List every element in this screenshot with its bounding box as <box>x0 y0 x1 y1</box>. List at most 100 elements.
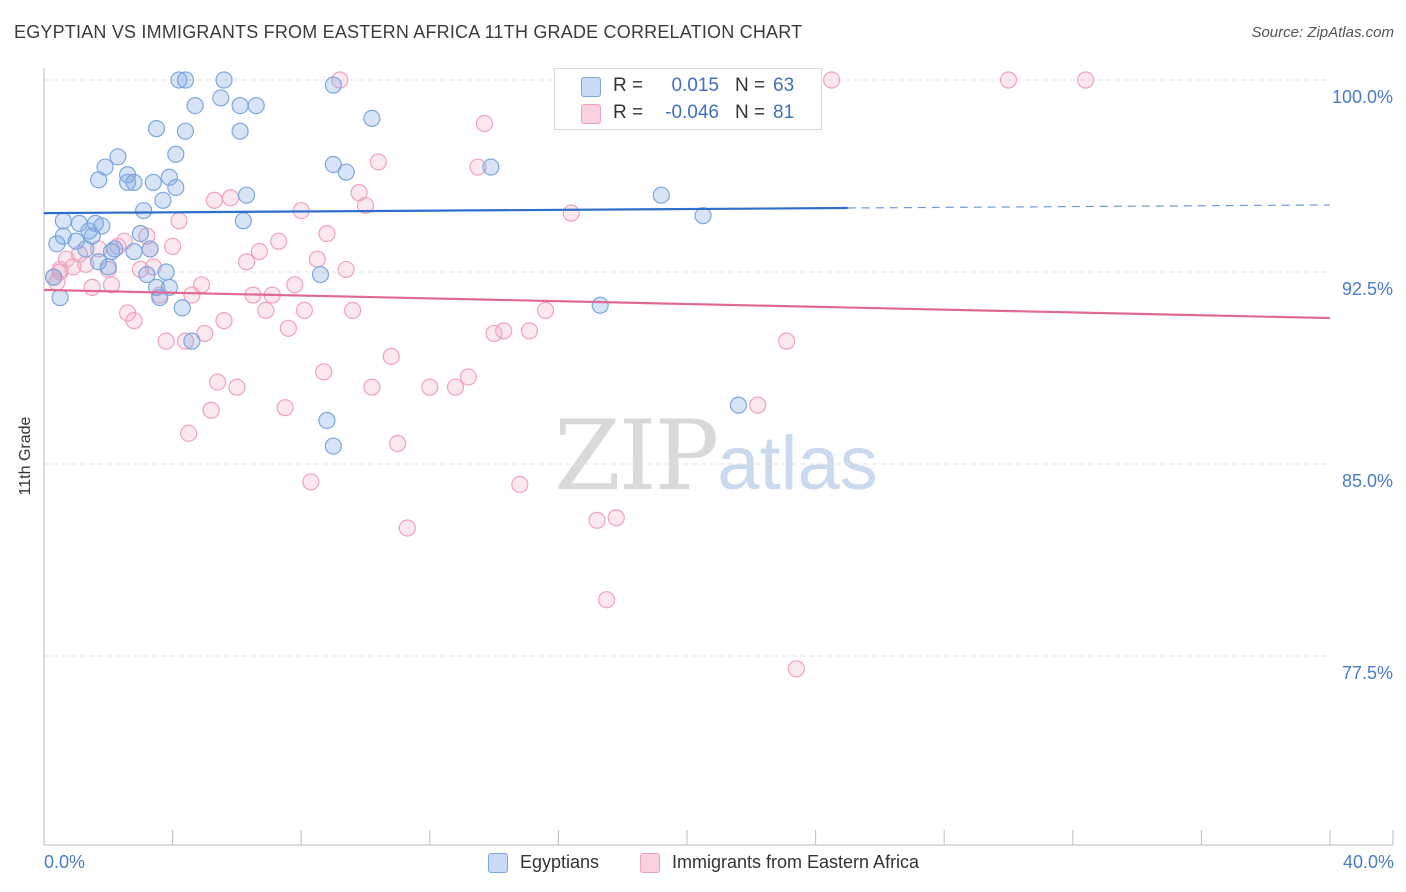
egyptians-point <box>337 163 355 181</box>
watermark-zip: ZIP <box>554 400 719 512</box>
egyptians-point <box>141 240 159 258</box>
egyptians-point <box>215 71 233 89</box>
immigrants-point <box>778 332 796 350</box>
egyptians-point <box>318 411 336 430</box>
egyptians-point <box>138 265 156 284</box>
immigrants-point <box>209 373 227 391</box>
immigrants-point <box>276 399 294 417</box>
n-value: 63 <box>773 75 795 96</box>
immigrants-point <box>1077 71 1095 89</box>
immigrants-point <box>607 509 625 527</box>
egyptians-trend-extension <box>847 204 1331 209</box>
egyptians-trend-line <box>43 206 848 215</box>
egyptians-swatch <box>581 77 601 97</box>
egyptians-point <box>591 296 609 314</box>
egyptians-point <box>176 122 195 140</box>
egyptians-point <box>652 186 670 204</box>
immigrants-trend-line <box>43 288 1331 320</box>
egyptians-point <box>234 212 252 230</box>
egyptians-point <box>45 268 63 286</box>
x-tick-max: 40.0% <box>1342 852 1394 872</box>
egyptians-point <box>694 207 712 225</box>
immigrants-point <box>999 71 1018 89</box>
egyptians-point <box>106 240 124 258</box>
immigrants-point <box>250 242 269 261</box>
y-tick-label: 85.0% <box>1342 471 1393 491</box>
egyptians-point <box>212 89 230 107</box>
egyptians-point <box>147 120 166 138</box>
immigrants-legend-swatch <box>640 852 660 873</box>
stats-legend: R = 0.015 N = 63 R = -0.046 N = 81 <box>554 68 822 130</box>
egyptians-point <box>324 437 342 455</box>
immigrants-point <box>157 332 175 350</box>
x-tick-min: 0.0% <box>44 852 86 872</box>
immigrants-point <box>215 312 233 330</box>
egyptians-point <box>183 332 201 350</box>
immigrants-point <box>192 276 211 294</box>
immigrants-point <box>588 511 606 529</box>
watermark-atlas: atlas <box>717 421 878 506</box>
immigrants-point <box>511 475 529 494</box>
legend-label-egyptians: Egyptians <box>520 852 600 872</box>
immigrants-point <box>270 232 288 250</box>
egyptians-point <box>160 168 178 186</box>
egyptians-point <box>109 148 127 166</box>
immigrants-point <box>221 189 240 207</box>
immigrants-point <box>196 324 214 343</box>
immigrants-point <box>598 591 616 609</box>
y-tick-label: 100.0% <box>1332 87 1393 107</box>
egyptians-point <box>167 178 185 197</box>
legend-item-immigrants[interactable]: Immigrants from Eastern Africa <box>640 852 919 873</box>
n-label: N = <box>735 75 766 96</box>
immigrants-point <box>344 301 362 319</box>
immigrants-point <box>164 237 182 255</box>
immigrants-point <box>295 301 314 319</box>
immigrants-point <box>279 319 297 337</box>
immigrants-point <box>180 424 198 442</box>
immigrants-point <box>83 278 101 296</box>
egyptians-point <box>125 173 143 191</box>
immigrants-point <box>469 158 487 176</box>
egyptians-point <box>154 191 172 209</box>
egyptians-point <box>144 173 162 191</box>
legend-item-egyptians[interactable]: Egyptians <box>488 852 599 873</box>
egyptians-point <box>237 186 256 204</box>
egyptians-point <box>54 227 72 245</box>
egyptians-point <box>482 158 500 176</box>
immigrants-point <box>520 322 539 340</box>
y-tick-label: 77.5% <box>1342 663 1393 683</box>
immigrants-point <box>485 324 503 343</box>
immigrants-point <box>337 260 355 279</box>
chart-title: EGYPTIAN VS IMMIGRANTS FROM EASTERN AFRI… <box>14 22 803 42</box>
immigrants-point <box>176 332 195 350</box>
stats-legend-row-egyptians: R = 0.015 N = 63 <box>555 73 823 99</box>
immigrants-point <box>257 301 275 319</box>
egyptians-point <box>93 217 111 235</box>
egyptians-point <box>118 173 137 191</box>
immigrants-point <box>536 301 555 319</box>
egyptians-point <box>231 122 249 140</box>
n-label: N = <box>735 102 766 123</box>
egyptians-point <box>135 201 153 220</box>
egyptians-point <box>170 71 188 89</box>
egyptians-point <box>131 225 150 243</box>
series-legend: Egyptians Immigrants from Eastern Africa <box>0 852 1406 878</box>
immigrants-point <box>495 322 513 340</box>
immigrants-point <box>286 276 304 294</box>
immigrants-point <box>363 378 381 396</box>
immigrants-point <box>308 250 326 268</box>
immigrants-point <box>170 212 188 230</box>
egyptians-point <box>186 96 204 115</box>
egyptians-point <box>324 76 342 94</box>
immigrants-point <box>389 434 407 453</box>
immigrants-point <box>749 396 767 414</box>
immigrants-point <box>446 378 465 396</box>
n-value: 81 <box>773 102 795 123</box>
y-tick-label: 92.5% <box>1342 279 1393 299</box>
immigrants-point <box>302 473 320 491</box>
source-label: Source: ZipAtlas.com <box>1251 24 1394 41</box>
egyptians-point <box>90 253 108 271</box>
egyptians-point <box>173 299 191 317</box>
egyptians-point <box>80 222 98 240</box>
